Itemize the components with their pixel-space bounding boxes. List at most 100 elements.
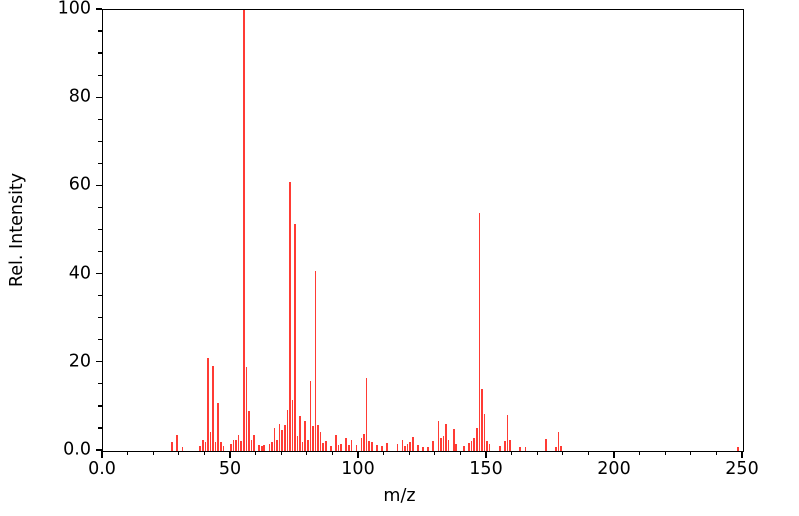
x-tick-label: 150 xyxy=(469,459,503,479)
spectrum-peak xyxy=(335,435,337,451)
spectrum-peak xyxy=(268,443,271,451)
y-tick-minor xyxy=(98,74,102,76)
spectrum-peak xyxy=(499,445,501,451)
spectrum-peak xyxy=(401,439,404,451)
spectrum-peak xyxy=(509,439,511,451)
x-tick-label: 0.0 xyxy=(88,459,116,479)
spectrum-peak xyxy=(324,441,327,451)
y-tick-major xyxy=(95,8,102,10)
y-tick-minor xyxy=(98,250,102,253)
x-tick-minor xyxy=(152,451,154,455)
y-tick-minor xyxy=(98,30,102,32)
spectrum-peak xyxy=(250,439,253,451)
y-tick-minor xyxy=(98,206,102,209)
spectrum-peak xyxy=(217,402,219,451)
spectrum-peak xyxy=(278,423,281,451)
x-tick-minor xyxy=(331,451,334,455)
spectrum-peak xyxy=(447,440,450,451)
spectrum-peak xyxy=(314,271,317,451)
spectrum-peak xyxy=(319,432,322,451)
spectrum-peak xyxy=(263,444,266,451)
x-tick-minor xyxy=(510,451,513,455)
spectrum-peak xyxy=(381,445,383,451)
spectrum-peak xyxy=(337,444,340,451)
x-tick-major xyxy=(485,451,487,458)
x-tick-minor xyxy=(664,451,666,455)
y-tick-major xyxy=(95,449,102,451)
y-tick-minor xyxy=(98,339,102,341)
x-tick-minor xyxy=(254,451,257,455)
spectrum-peak xyxy=(455,443,458,451)
x-tick-major xyxy=(357,451,359,458)
spectrum-peak xyxy=(355,444,358,451)
spectrum-peak xyxy=(207,358,209,451)
y-tick-minor xyxy=(98,52,102,54)
spectrum-peak xyxy=(260,445,263,451)
spectrum-peak xyxy=(363,434,365,451)
spectrum-peak xyxy=(545,438,547,451)
y-tick-minor xyxy=(98,427,102,429)
spectrum-peak xyxy=(304,421,307,451)
y-tick-major xyxy=(95,361,102,363)
spectrum-peak xyxy=(171,442,173,451)
spectrum-peak xyxy=(475,428,478,451)
spectrum-peak xyxy=(386,443,388,451)
spectrum-peak xyxy=(483,413,486,451)
x-axis-label-text: m/z xyxy=(383,486,416,506)
spectrum-peak xyxy=(232,440,235,451)
x-tick-minor xyxy=(562,451,564,455)
x-tick-minor xyxy=(408,451,410,455)
spectrum-peak xyxy=(181,446,184,451)
spectrum-peak xyxy=(422,446,424,451)
spectrum-peak xyxy=(240,441,243,451)
spectrum-peak xyxy=(360,437,363,451)
spectrum-peak xyxy=(468,443,470,451)
spectrum-peak xyxy=(404,445,406,451)
y-tick-major xyxy=(95,184,102,187)
spectrum-peak xyxy=(519,446,522,451)
spectrum-peak xyxy=(524,447,527,451)
x-tick-minor xyxy=(203,451,206,455)
x-tick-minor xyxy=(638,451,641,455)
y-tick-minor xyxy=(98,228,102,231)
spectrum-peak xyxy=(253,435,255,451)
spectrum-peak xyxy=(350,439,353,451)
x-tick-minor xyxy=(715,451,718,455)
spectrum-peak xyxy=(330,445,332,451)
spectrum-peak xyxy=(199,445,202,451)
spectrum-peak xyxy=(294,223,296,451)
spectrum-peak xyxy=(409,442,411,451)
spectrum-peak xyxy=(214,442,217,451)
spectrum-peak xyxy=(560,445,563,451)
spectrum-peak xyxy=(312,426,314,451)
x-tick-minor xyxy=(459,451,462,455)
spectrum-peak xyxy=(440,437,442,451)
spectrum-peak xyxy=(322,443,324,451)
spectrum-peak xyxy=(486,441,488,451)
spectrum-peak xyxy=(417,444,419,451)
y-tick-minor xyxy=(98,162,102,164)
spectrum-peak xyxy=(281,429,283,451)
x-tick-minor xyxy=(434,451,436,455)
spectrum-peak xyxy=(504,441,506,451)
spectrum-peak xyxy=(737,447,739,451)
spectrum-peak xyxy=(235,440,237,451)
spectrum-peak xyxy=(222,445,225,451)
spectrum-peak xyxy=(442,436,445,451)
y-tick-label: 40 xyxy=(68,262,91,283)
x-axis: 0.0 50 100 150 200 250 xyxy=(0,451,799,511)
y-tick-label: 0.0 xyxy=(63,439,91,460)
spectrum-peak xyxy=(276,439,278,451)
spectrum-peak xyxy=(506,414,509,451)
spectrum-peak xyxy=(473,437,475,451)
spectrum-peak xyxy=(307,439,309,451)
spectrum-peak xyxy=(286,410,289,451)
y-tick-label: 20 xyxy=(68,351,91,372)
x-tick-minor xyxy=(536,451,538,455)
spectrum-peak xyxy=(365,378,368,451)
y-tick-label: 80 xyxy=(68,86,91,107)
y-tick-minor xyxy=(98,383,102,385)
y-tick-major xyxy=(95,272,102,275)
spectrum-peak xyxy=(291,400,294,451)
x-axis-label: m/z xyxy=(0,486,799,506)
